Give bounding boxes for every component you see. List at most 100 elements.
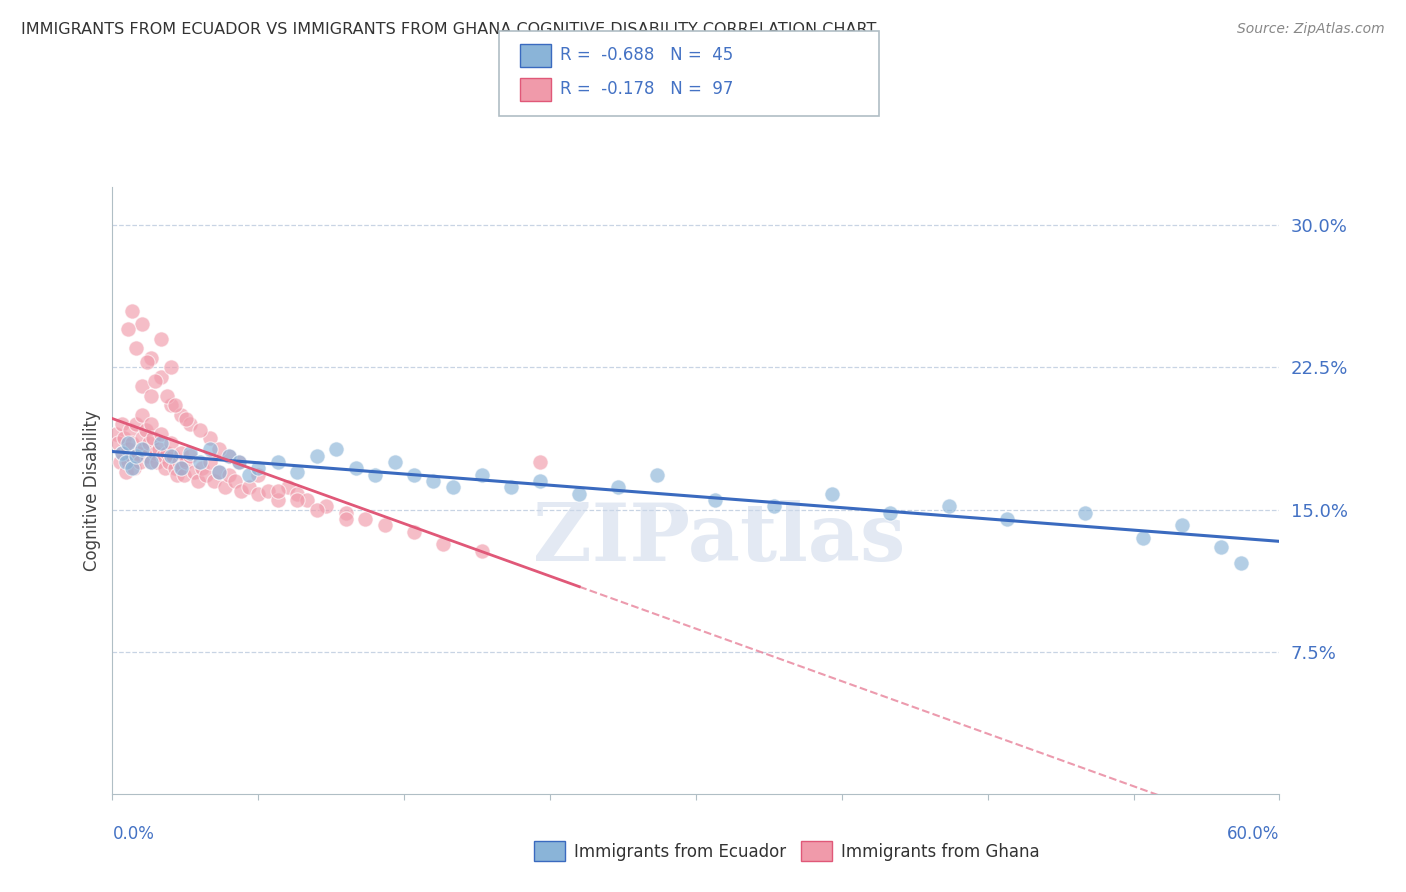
Point <box>607 480 630 494</box>
Point <box>127 445 149 460</box>
Point <box>169 460 191 475</box>
Point <box>173 468 195 483</box>
Text: Source: ZipAtlas.com: Source: ZipAtlas.com <box>1237 22 1385 37</box>
Point <box>117 322 139 336</box>
Point <box>1132 531 1154 545</box>
Point <box>142 430 165 444</box>
Point <box>188 423 211 437</box>
Text: 60.0%: 60.0% <box>1227 825 1279 843</box>
Point <box>112 430 135 444</box>
Point <box>132 442 155 456</box>
Point <box>214 480 236 494</box>
Point <box>131 408 153 422</box>
Point <box>402 525 425 540</box>
Point <box>529 474 551 488</box>
Point <box>169 445 191 460</box>
Point <box>131 430 153 444</box>
Point <box>1209 541 1232 555</box>
Point <box>117 442 139 456</box>
Point <box>162 450 184 464</box>
Point <box>194 468 217 483</box>
Point <box>471 544 494 558</box>
Point <box>198 442 221 456</box>
Point <box>228 455 250 469</box>
Point <box>471 468 494 483</box>
Point <box>218 468 240 483</box>
Point <box>125 417 148 432</box>
Point <box>422 474 444 488</box>
Point <box>166 468 188 483</box>
Point <box>1229 556 1251 570</box>
Point <box>188 455 211 469</box>
Point <box>432 536 454 550</box>
Point <box>374 517 396 532</box>
Point <box>179 450 201 464</box>
Point <box>125 342 148 356</box>
Point <box>148 442 170 456</box>
Point <box>150 426 173 441</box>
Point <box>995 512 1018 526</box>
Point <box>110 455 132 469</box>
Point <box>402 468 425 483</box>
Point <box>131 379 153 393</box>
Point <box>152 450 174 464</box>
Point <box>247 487 270 501</box>
Point <box>364 468 387 483</box>
Point <box>167 455 190 469</box>
Point <box>169 408 191 422</box>
Point <box>276 480 298 494</box>
Point <box>238 480 260 494</box>
Text: IMMIGRANTS FROM ECUADOR VS IMMIGRANTS FROM GHANA COGNITIVE DISABILITY CORRELATIO: IMMIGRANTS FROM ECUADOR VS IMMIGRANTS FR… <box>21 22 876 37</box>
Point <box>135 423 157 437</box>
Point <box>295 493 318 508</box>
Point <box>141 351 163 365</box>
Point <box>141 455 163 469</box>
Point <box>131 317 153 331</box>
Point <box>125 450 148 464</box>
Text: ZIPatlas: ZIPatlas <box>533 500 905 578</box>
Point <box>176 411 198 425</box>
Point <box>156 445 179 460</box>
Point <box>138 436 160 450</box>
Text: Immigrants from Ecuador: Immigrants from Ecuador <box>574 843 786 861</box>
Point <box>938 499 960 513</box>
Point <box>218 450 240 464</box>
Point <box>143 445 166 460</box>
Point <box>115 455 138 469</box>
Point <box>247 460 270 475</box>
Point <box>160 436 183 450</box>
Point <box>107 436 129 450</box>
Text: 0.0%: 0.0% <box>112 825 155 843</box>
Point <box>1171 517 1194 532</box>
Point <box>115 465 138 479</box>
Point <box>568 487 591 501</box>
Y-axis label: Cognitive Disability: Cognitive Disability <box>83 410 101 571</box>
Point <box>150 332 173 346</box>
Point <box>143 374 166 388</box>
Point <box>315 499 337 513</box>
Point <box>267 455 290 469</box>
Point <box>208 465 231 479</box>
Point <box>704 493 727 508</box>
Point <box>183 465 205 479</box>
Point <box>384 455 406 469</box>
Point <box>163 398 186 412</box>
Point <box>208 442 231 456</box>
Point <box>441 480 464 494</box>
Text: R =  -0.688   N =  45: R = -0.688 N = 45 <box>560 46 733 64</box>
Point <box>224 474 246 488</box>
Point <box>645 468 668 483</box>
Point <box>305 450 328 464</box>
Point <box>238 468 260 483</box>
Point <box>354 512 377 526</box>
Point <box>335 507 357 521</box>
Point <box>821 487 844 501</box>
Point <box>198 455 221 469</box>
Point <box>121 436 143 450</box>
Point <box>163 460 186 475</box>
Point <box>191 460 214 475</box>
Point <box>325 442 347 456</box>
Point <box>285 493 308 508</box>
Point <box>141 389 163 403</box>
Point <box>111 445 134 460</box>
